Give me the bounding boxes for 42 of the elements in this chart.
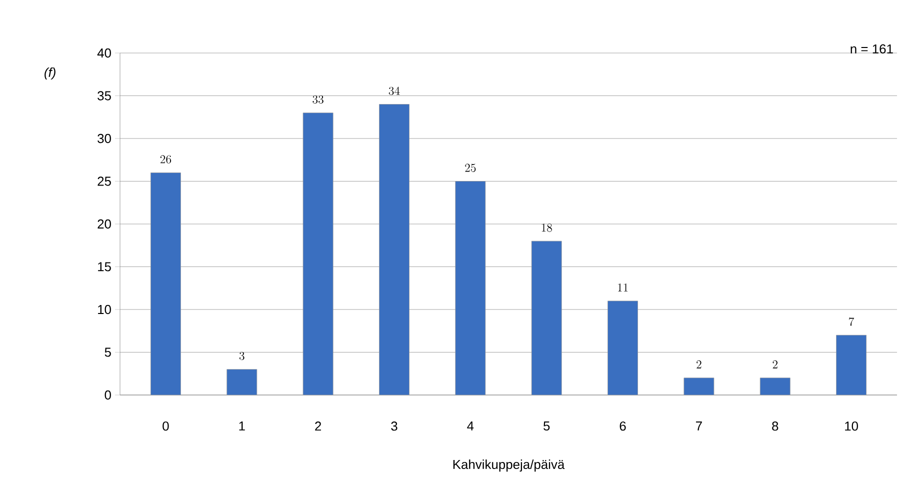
data-label: 26 (160, 155, 172, 164)
bar (608, 300, 638, 395)
annotation: n = 161 (850, 44, 893, 54)
bar (302, 112, 334, 395)
y-tick-label: 40 (97, 48, 111, 58)
data-label: 11 (618, 283, 628, 292)
data-label: 2 (772, 360, 778, 368)
y-tick-label: 30 (98, 134, 111, 144)
bar (455, 181, 486, 395)
x-tick-label: 3 (391, 422, 398, 431)
data-label: 3 (239, 352, 244, 360)
data-label: 33 (312, 95, 324, 104)
bar (531, 240, 562, 395)
x-tick-label: 5 (544, 422, 550, 431)
y-tick-label: 20 (98, 219, 111, 229)
x-tick-label: 1 (239, 422, 245, 430)
x-tick-label: 7 (696, 422, 702, 430)
y-tick-label: 25 (98, 176, 111, 186)
data-label: 18 (542, 224, 552, 232)
y-tick-label: 0 (104, 390, 111, 400)
y-axis-title: (f) (44, 67, 56, 80)
x-tick-label: 8 (772, 422, 778, 431)
y-tick-label: 35 (98, 91, 111, 100)
data-label: 34 (388, 86, 400, 96)
x-tick-label: 2 (315, 422, 322, 431)
x-axis-title: Kahvikuppeja/päivä (453, 460, 565, 472)
bar (150, 172, 181, 395)
y-tick-label: 15 (98, 262, 111, 272)
bar (379, 104, 410, 395)
data-label: 2 (696, 360, 702, 368)
bar (760, 378, 790, 395)
x-tick-label: 6 (620, 422, 626, 431)
x-tick-label: 4 (467, 422, 474, 430)
bar (684, 378, 714, 395)
data-label: 7 (849, 318, 854, 326)
x-tick-label: 10 (845, 422, 858, 431)
y-tick-label: 10 (98, 304, 111, 314)
data-label: 25 (465, 164, 476, 172)
x-tick-label: 0 (162, 422, 169, 431)
y-tick-label: 5 (104, 348, 111, 357)
bar (836, 334, 866, 395)
bar (226, 369, 258, 395)
